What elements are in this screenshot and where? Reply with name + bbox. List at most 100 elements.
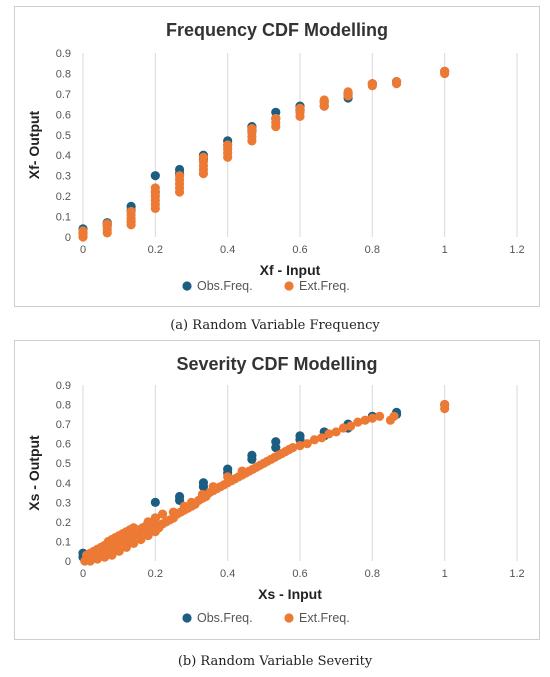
data-point <box>271 113 281 124</box>
y-tick-label: 0.6 <box>56 439 71 451</box>
data-point <box>100 552 110 562</box>
data-point <box>129 538 139 548</box>
data-point <box>92 554 103 564</box>
data-point <box>288 442 298 453</box>
data-point <box>331 427 341 437</box>
y-tick-label: 0.9 <box>56 380 71 392</box>
series-ext-freq <box>80 399 450 566</box>
data-point <box>129 523 139 533</box>
data-point <box>295 103 305 113</box>
data-point <box>346 421 356 431</box>
data-point <box>338 423 348 433</box>
data-point <box>157 509 168 519</box>
data-point <box>295 441 305 451</box>
data-point <box>186 497 197 507</box>
x-axis-title: Xf - Input <box>260 262 321 278</box>
data-point <box>114 546 124 556</box>
data-point <box>85 556 95 566</box>
data-point <box>247 454 257 464</box>
y-tick-label: 0.6 <box>56 109 71 121</box>
legend-label: Ext.Freq. <box>299 279 350 293</box>
data-point <box>374 411 385 421</box>
x-tick-label: 1.2 <box>509 568 524 580</box>
x-tick-label: 0 <box>80 244 86 256</box>
data-point <box>360 415 370 425</box>
y-tick-label: 0.1 <box>56 212 71 224</box>
y-tick-label: 0.4 <box>56 150 71 162</box>
data-point <box>324 429 334 439</box>
data-point <box>168 507 179 517</box>
data-point <box>136 534 146 545</box>
data-point <box>150 171 160 181</box>
data-point <box>208 482 218 492</box>
data-point <box>367 413 377 423</box>
caption-severity: (b) Random Variable Severity <box>177 654 373 669</box>
x-tick-label: 0.2 <box>148 244 163 256</box>
data-point <box>319 95 329 105</box>
data-point <box>143 530 153 541</box>
x-tick-label: 0 <box>80 568 86 580</box>
data-point <box>343 87 353 97</box>
y-tick-label: 0.8 <box>56 400 71 412</box>
data-point <box>309 435 320 445</box>
data-point <box>247 124 257 134</box>
data-point <box>198 152 209 162</box>
legend-marker <box>182 281 192 291</box>
data-point <box>237 466 247 476</box>
x-tick-label: 0.6 <box>292 244 307 256</box>
data-point <box>126 206 136 217</box>
data-point <box>174 171 185 181</box>
frequency-cdf-chart: Frequency CDF Modelling 0 0.2 0.4 0.6 0.8 1 1.2… <box>26 20 525 293</box>
data-point <box>367 79 377 89</box>
data-point <box>143 517 153 527</box>
y-tick-label: 0.1 <box>56 536 71 548</box>
legend-marker <box>284 613 294 623</box>
y-axis-title: Xs - Output <box>26 435 42 511</box>
y-tick-label: 0 <box>65 556 71 568</box>
y-tick-label: 0.7 <box>56 89 71 101</box>
data-point <box>78 226 88 236</box>
chart-panel-severity: Severity CDF Modelling 0 0.2 0.4 0.6 0.8 1 1.2 0… <box>14 340 540 640</box>
x-tick-label: 0.4 <box>220 568 235 580</box>
y-axis-title: Xf- Output <box>26 110 42 179</box>
chart-title: Frequency CDF Modelling <box>166 20 388 40</box>
data-point <box>302 439 312 449</box>
x-axis-title: Xs - Input <box>258 586 322 602</box>
data-point <box>198 482 209 492</box>
data-point <box>223 140 233 150</box>
severity-cdf-chart: Severity CDF Modelling 0 0.2 0.4 0.6 0.8 1 1.2 0… <box>26 354 525 625</box>
data-point <box>179 501 189 511</box>
legend-label: Obs.Freq. <box>197 279 253 293</box>
legend-label: Ext.Freq. <box>299 611 350 625</box>
data-point <box>197 489 207 500</box>
caption-frequency: (a) Random Variable Frequency <box>170 318 380 333</box>
x-tick-label: 0.4 <box>220 244 235 256</box>
x-tick-label: 0.8 <box>365 244 380 256</box>
y-tick-label: 0.5 <box>56 130 71 142</box>
x-tick-label: 1.2 <box>509 244 524 256</box>
data-point <box>150 183 160 193</box>
legend-label: Obs.Freq. <box>197 611 253 625</box>
data-point <box>389 411 399 421</box>
x-tick-label: 0.8 <box>365 568 380 580</box>
x-tick-label: 0.6 <box>292 568 307 580</box>
y-tick-label: 0.3 <box>56 171 71 183</box>
data-point <box>391 77 402 87</box>
data-point <box>102 219 112 229</box>
y-tick-label: 0.2 <box>56 191 71 203</box>
data-point <box>440 66 450 76</box>
series-ext-freq <box>78 66 450 242</box>
data-point <box>271 442 281 453</box>
legend-marker <box>182 613 192 623</box>
legend-marker <box>284 281 294 291</box>
y-tick-label: 0.3 <box>56 497 71 509</box>
y-tick-label: 0.4 <box>56 478 71 490</box>
data-point <box>317 433 327 443</box>
chart-panel-frequency: Frequency CDF Modelling 0 0.2 0.4 0.6 0.8 1 1.2… <box>14 6 540 307</box>
y-tick-label: 0.5 <box>56 458 71 470</box>
x-tick-label: 0.2 <box>148 568 163 580</box>
y-tick-label: 0.9 <box>56 48 71 60</box>
data-point <box>107 550 117 560</box>
y-tick-label: 0.8 <box>56 68 71 80</box>
y-tick-label: 0.7 <box>56 419 71 431</box>
